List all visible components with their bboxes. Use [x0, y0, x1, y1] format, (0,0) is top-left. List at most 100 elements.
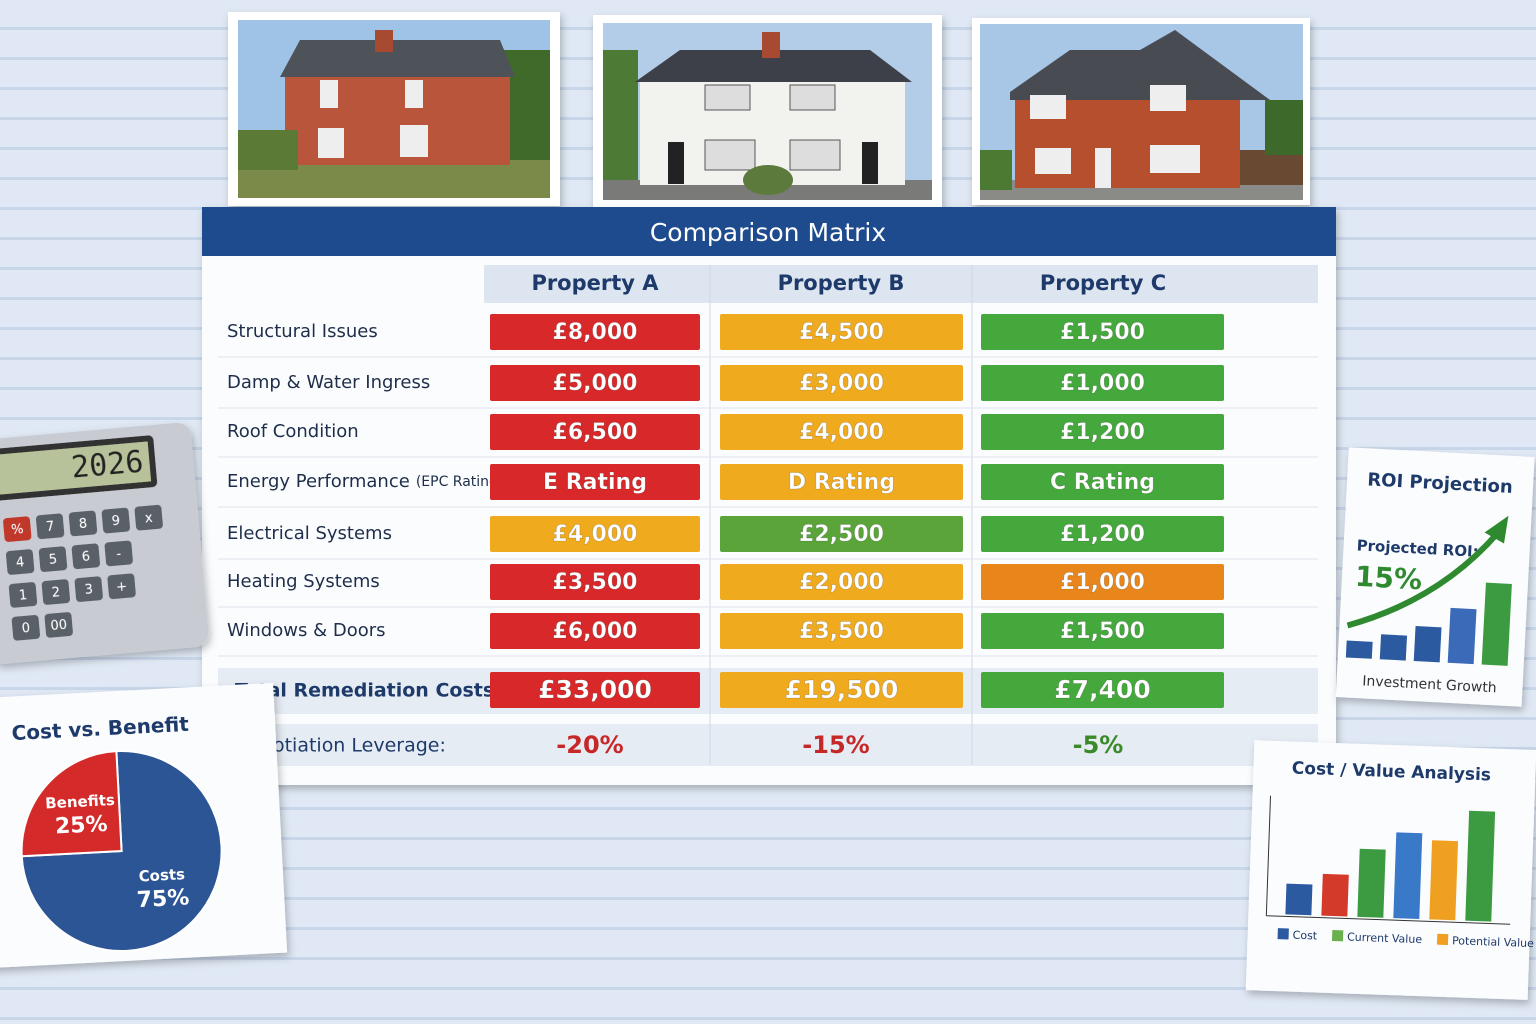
cell-value: £2,000	[799, 570, 884, 595]
cell	[720, 564, 963, 600]
cell	[490, 564, 700, 600]
cell-value: C Rating	[1050, 470, 1155, 495]
cell-value: £1,200	[1060, 420, 1145, 445]
row-label-text: Structural Issues	[227, 321, 378, 342]
cell	[490, 365, 700, 401]
cell	[981, 414, 1224, 450]
cell-value: D Rating	[788, 470, 895, 495]
legend-swatch	[1331, 930, 1344, 942]
cell	[981, 314, 1224, 350]
cell-value: E Rating	[543, 470, 647, 495]
cell	[981, 613, 1224, 649]
cell	[981, 516, 1224, 552]
leverage-value: -15%	[802, 731, 869, 759]
calculator-key	[5, 549, 35, 575]
cell	[720, 314, 963, 350]
cell	[490, 464, 700, 500]
bar	[1285, 883, 1313, 916]
calculator-key	[104, 540, 133, 567]
cell-value: £6,000	[553, 619, 638, 644]
cell-value: £8,000	[553, 320, 638, 345]
cell	[490, 414, 700, 450]
cell-value: £1,500	[1060, 320, 1145, 345]
leverage-value: -5%	[1073, 731, 1124, 759]
calculator: 2026 % 7 8 9 x4 5 6 -1 2 3 +0 00	[0, 422, 209, 664]
cell-value: £1,000	[1060, 371, 1145, 396]
cell-value: £5,000	[553, 371, 638, 396]
pie-value-label: 75%	[136, 885, 190, 913]
roi-arrowhead	[1484, 515, 1509, 544]
calculator-key	[41, 579, 71, 605]
column-header: Property A	[531, 271, 659, 295]
cell	[981, 564, 1224, 600]
calculator-key	[35, 513, 65, 540]
row-label-text: Electrical Systems	[227, 523, 392, 544]
total-label: Total Remediation Costs:	[235, 680, 502, 702]
cell-value: £3,000	[799, 371, 884, 396]
calculator-key	[38, 546, 68, 572]
column-header: Property B	[778, 271, 905, 295]
bar	[1393, 832, 1423, 920]
calculator-key-label: 2	[51, 585, 61, 601]
row-label: Energy Performance (EPC Rating)	[227, 471, 503, 492]
row-label-text: Heating Systems	[227, 571, 380, 592]
calculator-key-label: 5	[48, 552, 58, 568]
legend-label: Potential Value	[1452, 934, 1535, 950]
cell-value: £6,500	[553, 420, 638, 445]
pie-slice	[20, 750, 123, 858]
pie-category: Benefits	[45, 791, 116, 813]
calculator-key-label: 8	[78, 517, 88, 533]
row-label-text: Damp & Water Ingress	[227, 372, 430, 393]
calculator-key	[74, 576, 103, 602]
cell	[490, 516, 700, 552]
roi-footer: Investment Growth	[1362, 673, 1497, 696]
cell	[981, 365, 1224, 401]
cell-value: £1,500	[1060, 619, 1145, 644]
pie-value-label: 25%	[54, 812, 108, 840]
cell	[720, 672, 963, 708]
roi-bar	[1345, 640, 1373, 659]
calculator-key	[134, 504, 163, 531]
cell	[720, 414, 963, 450]
calculator-key-label: 1	[18, 588, 28, 604]
calculator-key	[101, 507, 131, 534]
roi-arrow	[1346, 531, 1500, 629]
roi-bar	[1447, 607, 1477, 665]
photo-c	[972, 18, 1310, 205]
cell	[490, 672, 700, 708]
row-label: Electrical Systems	[227, 523, 392, 544]
cell-value: £2,500	[799, 522, 884, 547]
calculator-key-label: 6	[81, 549, 91, 565]
row-label: Damp & Water Ingress	[227, 372, 430, 393]
cell-value: £1,000	[1060, 570, 1145, 595]
cell-value: £4,000	[799, 420, 884, 445]
cell-value: £4,500	[799, 320, 884, 345]
row-label-text: Windows & Doors	[227, 620, 386, 641]
calculator-key-label: +	[116, 579, 128, 595]
calculator-key-label: 7	[45, 519, 55, 535]
calculator-display: 2026	[70, 444, 145, 485]
pie-category: Costs	[138, 865, 185, 885]
leverage-row-bg	[218, 724, 1318, 766]
cell-value: £3,500	[553, 570, 638, 595]
cell-value: £33,000	[538, 675, 652, 704]
row-label-text: Energy Performance	[227, 471, 410, 492]
roi-card: ROI Projection Projected ROI: 15% Invest…	[1335, 447, 1535, 707]
calculator-key-label: 0	[21, 621, 31, 637]
cell	[490, 314, 700, 350]
row-label: Windows & Doors	[227, 620, 386, 641]
row-label: Structural Issues	[227, 321, 378, 342]
cell-value: £3,500	[799, 619, 884, 644]
roi-value: 15%	[1354, 560, 1423, 596]
calculator-key-label: %	[11, 522, 25, 538]
calculator-key-label: x	[144, 511, 153, 527]
matrix-title: Comparison Matrix	[650, 218, 886, 247]
calculator-key	[3, 516, 32, 542]
calculator-key-label: 3	[84, 582, 94, 598]
calculator-key	[44, 612, 73, 638]
bar	[1465, 810, 1496, 922]
cell	[720, 516, 963, 552]
